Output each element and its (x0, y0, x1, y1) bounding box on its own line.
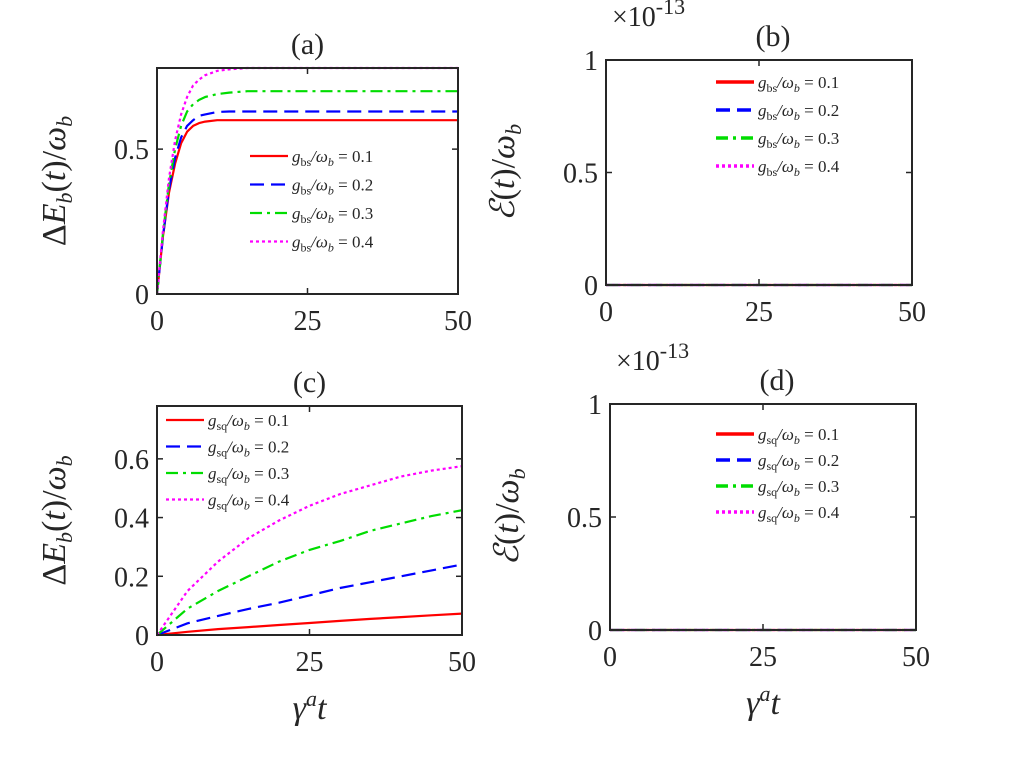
panel-title: (a) (291, 28, 324, 61)
panel-title: (c) (293, 366, 326, 399)
x-tick-label: 25 (745, 297, 773, 328)
legend-label: gbs/ωb = 0.3 (758, 129, 839, 151)
x-tick-label: 25 (294, 306, 322, 337)
x-tick-label: 0 (599, 297, 613, 328)
y-axis-label: ΔEb(t)/ωb (36, 116, 77, 246)
legend-label: gsq/ωb = 0.2 (758, 451, 839, 473)
axis-exponent: ×10-13 (612, 0, 685, 33)
legend-label: gsq/ωb = 0.3 (758, 477, 839, 499)
legend-label: gsq/ωb = 0.4 (758, 503, 840, 525)
series-line-2 (157, 110, 458, 295)
y-tick-label: 0.2 (114, 562, 149, 593)
x-tick-label: 50 (902, 642, 930, 673)
y-tick-label: 0.5 (567, 503, 602, 534)
y-tick-label: 0.5 (563, 159, 598, 190)
legend-label: gsq/ωb = 0.4 (208, 491, 290, 513)
y-axis-label: ℰ(t)/ωb (485, 124, 526, 221)
y-tick-label: 0 (135, 280, 149, 311)
legend-label: gbs/ωb = 0.4 (758, 157, 840, 179)
x-axis-label: γat (293, 686, 328, 727)
y-tick-label: 1 (588, 390, 602, 421)
y-tick-label: 0 (135, 621, 149, 652)
x-tick-label: 0 (150, 306, 164, 337)
series-line-2 (157, 563, 462, 637)
y-tick-label: 0 (584, 271, 598, 302)
panel-title: (d) (760, 364, 795, 397)
x-tick-label: 25 (296, 647, 324, 678)
panel-d: 0 25 50 0 0.5 1 ×10-13 (d) ℰ(t)/ωb γat gsq/ωb = 0.… (489, 338, 930, 722)
panel-title: (b) (756, 20, 791, 53)
series-line-4 (157, 66, 458, 295)
y-tick-label: 1 (584, 46, 598, 77)
y-tick-label: 0.6 (114, 445, 149, 476)
y-axis-label: ℰ(t)/ωb (489, 468, 530, 565)
series-line-1 (157, 612, 462, 637)
y-tick-label: 0.4 (114, 504, 149, 535)
x-tick-label: 25 (749, 642, 777, 673)
series-line-1 (157, 119, 458, 295)
axes-box (156, 67, 459, 295)
legend-label: gbs/ωb = 0.4 (292, 233, 374, 255)
y-tick-label: 0 (588, 616, 602, 647)
x-tick-label: 50 (444, 306, 472, 337)
legend-label: gsq/ωb = 0.1 (758, 425, 839, 447)
panel-c: 0 25 50 0 0.2 0.4 0.6 (c) ΔEb(t)/ωb γat gsq/ωb = 0… (36, 366, 476, 727)
y-tick-label: 0.5 (114, 135, 149, 166)
x-tick-label: 50 (898, 297, 926, 328)
legend-label: gsq/ωb = 0.2 (208, 438, 289, 460)
panel-b: 0 25 50 0 0.5 1 ×10-13 (b) ℰ(t)/ωb gbs/ωb = 0.1 gb… (485, 0, 926, 328)
series-line-3 (157, 90, 458, 295)
x-axis-label: γat (746, 681, 781, 722)
legend-label: gsq/ωb = 0.3 (208, 464, 289, 486)
x-tick-label: 0 (603, 642, 617, 673)
legend-label: gbs/ωb = 0.3 (292, 204, 373, 226)
series-line-3 (157, 509, 462, 636)
legend-label: gsq/ωb = 0.1 (208, 411, 289, 433)
axis-exponent: ×10-13 (616, 338, 689, 377)
legend-label: gbs/ωb = 0.1 (292, 147, 373, 169)
x-tick-label: 0 (150, 647, 164, 678)
legend-label: gbs/ωb = 0.2 (292, 176, 373, 198)
y-axis-label: ΔEb(t)/ωb (36, 455, 77, 585)
panel-a: 0 25 50 0 0.5 (a) ΔEb(t)/ωb gbs/ωb = 0.1 gbs/ωb … (36, 28, 472, 337)
legend-label: gbs/ωb = 0.1 (758, 73, 839, 95)
x-tick-label: 50 (448, 647, 476, 678)
legend-label: gbs/ωb = 0.2 (758, 101, 839, 123)
